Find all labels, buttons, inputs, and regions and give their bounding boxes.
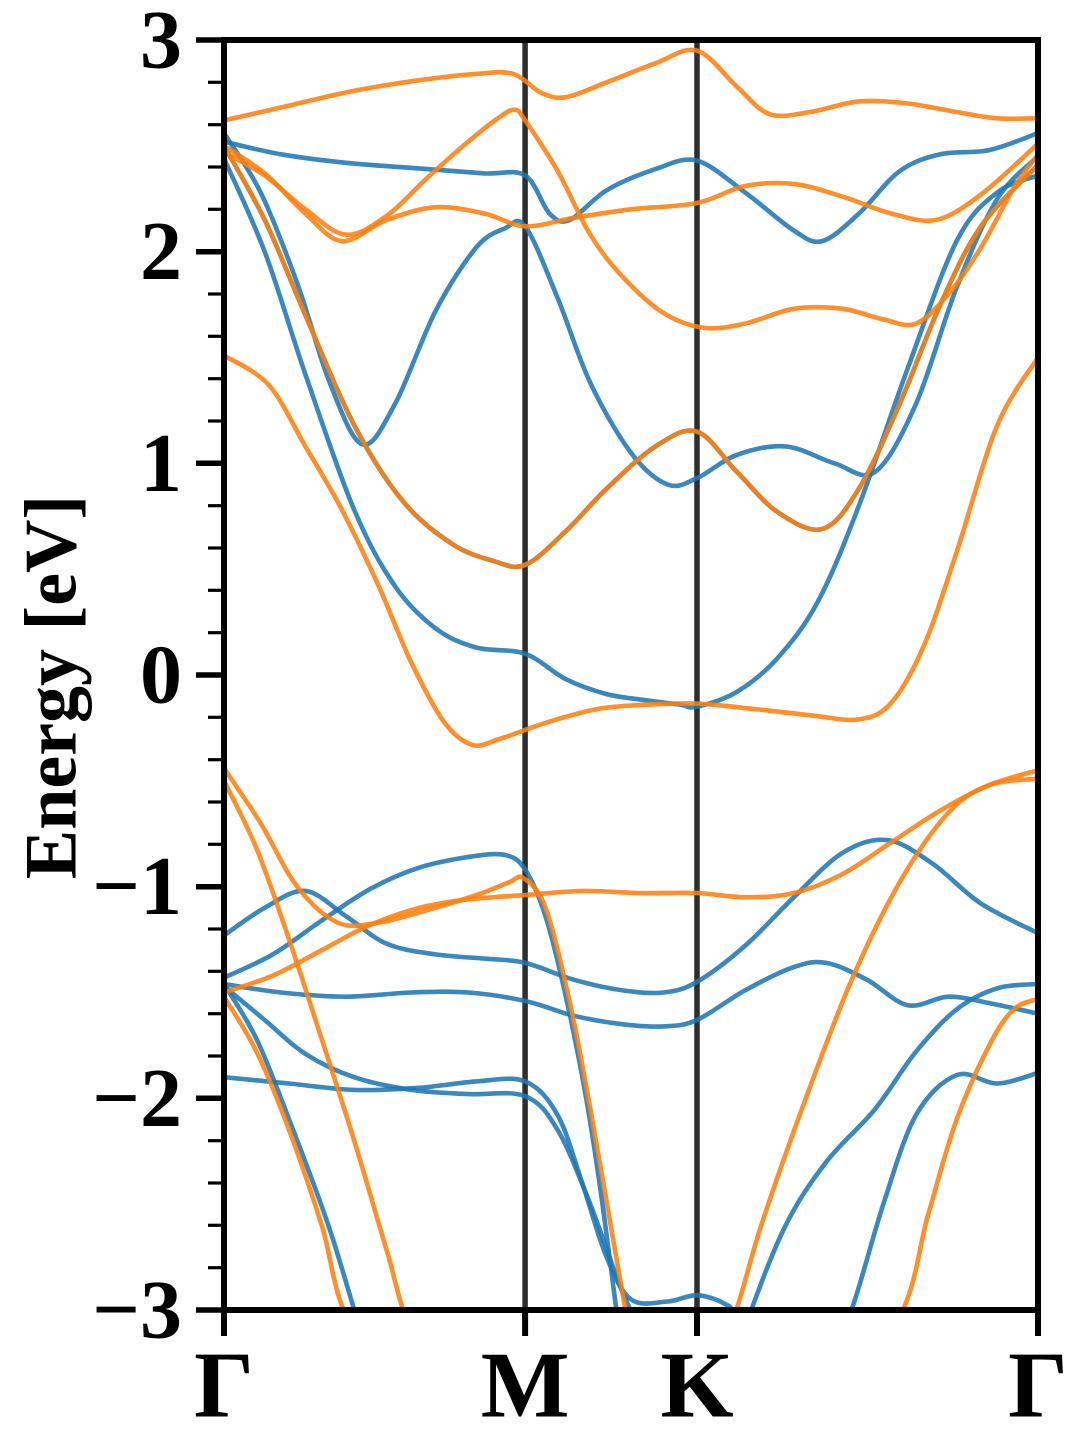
k-point-label-3: Γ [1008, 1333, 1068, 1437]
band-blue-1 [224, 130, 1038, 245]
band-blue-8 [224, 981, 1038, 1310]
y-tick-label: −2 [92, 1052, 182, 1145]
band-lines [224, 47, 1038, 1310]
band-orange-6 [224, 768, 1038, 995]
band-orange-7 [224, 776, 1038, 1310]
y-tick-label: 0 [140, 629, 182, 722]
band-blue-9 [224, 1070, 1038, 1310]
y-tick-label: −1 [92, 840, 182, 933]
band-orange-5 [224, 765, 628, 1310]
y-tick-label: 1 [140, 417, 182, 510]
k-point-label-1: M [481, 1333, 570, 1437]
band-blue-5 [224, 837, 1038, 996]
band-orange-3 [224, 143, 1038, 570]
band-orange-9 [224, 353, 1038, 748]
y-tick-label: 3 [140, 0, 182, 87]
band-orange-8 [224, 994, 1038, 1310]
band-blue-4 [224, 156, 1038, 710]
band-blue-10 [224, 981, 357, 1310]
band-blue-2 [224, 130, 1038, 489]
band-orange-4 [224, 107, 1038, 331]
band-orange-1 [224, 47, 1038, 123]
k-point-label-2: K [660, 1333, 733, 1437]
y-tick-label: −3 [92, 1264, 182, 1357]
band-blue-7 [224, 959, 1038, 1029]
y-axis-title: Energy [eV] [10, 494, 93, 880]
band-orange-2 [224, 141, 1038, 244]
k-point-label-0: Γ [194, 1333, 254, 1437]
y-tick-label: 2 [140, 205, 182, 298]
